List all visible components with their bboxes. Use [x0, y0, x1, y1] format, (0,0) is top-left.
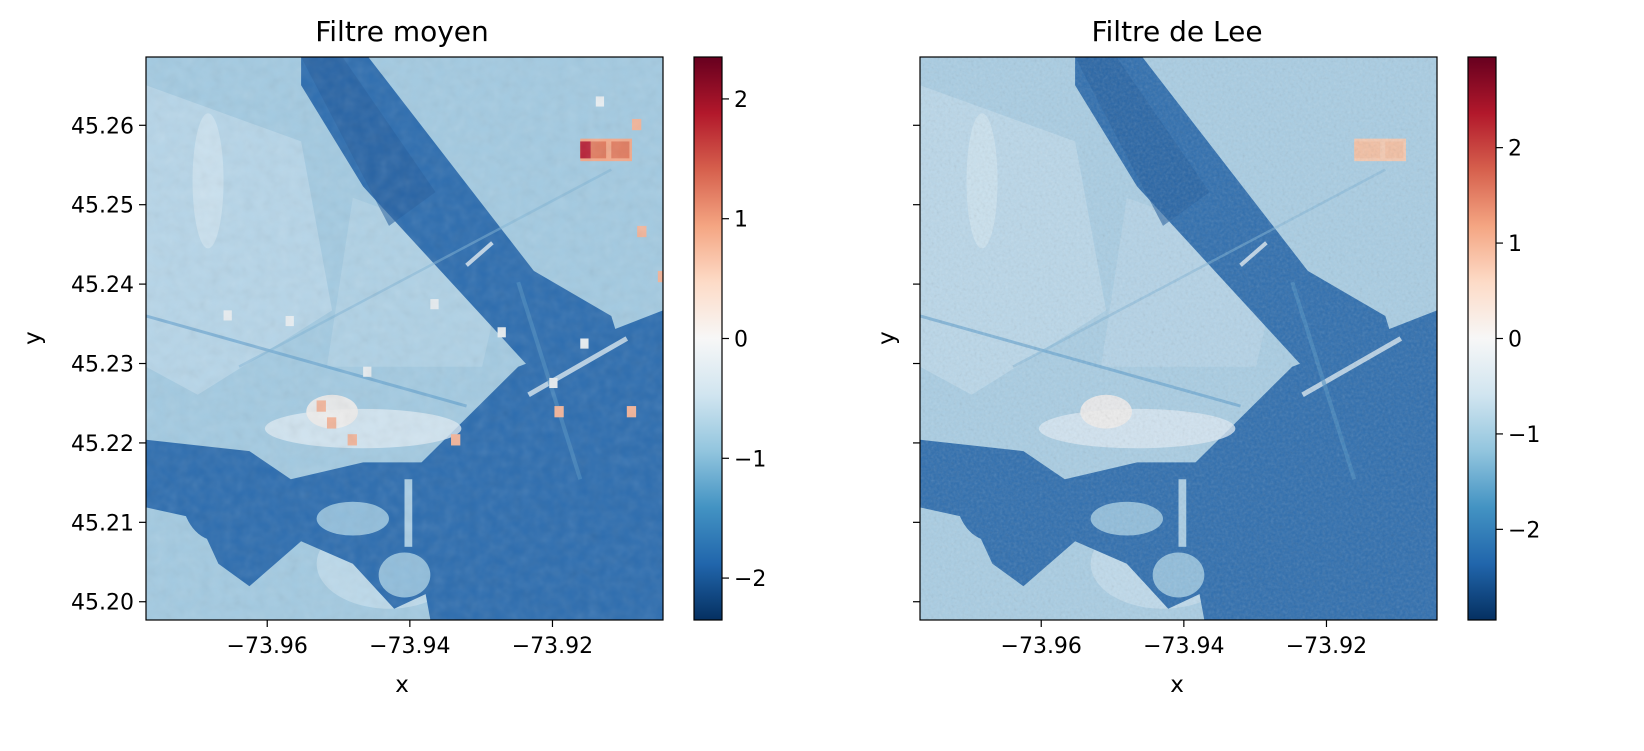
chart-title: Filtre moyen — [315, 15, 489, 48]
y-tick-label: 45.25 — [71, 194, 134, 219]
colorbar-gradient — [1467, 56, 1497, 621]
y-ticks — [913, 124, 920, 603]
y-tick-label: 45.22 — [71, 432, 134, 457]
y-axis-label: y — [874, 331, 900, 345]
colorbar-tick-label: 2 — [1508, 137, 1522, 162]
heatmap-image — [920, 57, 1437, 620]
x-ticks: −73.96 −73.94 −73.92 — [1001, 620, 1367, 659]
y-tick-label: 45.26 — [71, 114, 134, 139]
x-tick-label: −73.92 — [1286, 634, 1367, 659]
x-tick-label: −73.92 — [512, 634, 593, 659]
x-tick-label: −73.96 — [1001, 634, 1082, 659]
colorbar-tick-label: 2 — [734, 88, 748, 113]
heatmap-image — [146, 57, 663, 620]
colorbar-gradient — [693, 56, 723, 621]
chart-title: Filtre de Lee — [1091, 15, 1262, 48]
speckle-texture — [146, 57, 663, 620]
y-axis-label: y — [20, 331, 46, 345]
speckle-texture — [920, 57, 1437, 620]
colorbar-tick-label: 0 — [734, 328, 748, 353]
x-axis-label: x — [1170, 672, 1184, 698]
x-tick-label: −73.94 — [1143, 634, 1224, 659]
colorbar-tick-label: −2 — [734, 567, 766, 592]
colorbar-tick-label: −2 — [1508, 518, 1540, 543]
panel-filtre-moyen: −73.96 −73.94 −73.92 45.2045.2145.2245.234… — [20, 15, 766, 698]
y-tick-label: 45.24 — [71, 273, 134, 298]
y-tick-label: 45.20 — [71, 591, 134, 616]
x-tick-label: −73.94 — [369, 634, 450, 659]
x-axis-label: x — [395, 672, 409, 698]
x-tick-label: −73.96 — [227, 634, 308, 659]
colorbar-tick-label: −1 — [1508, 423, 1540, 448]
panel-filtre-de-lee: −73.96 −73.94 −73.92 Filtre de Lee x y −2−… — [874, 15, 1540, 698]
colorbar-tick-label: −1 — [734, 447, 766, 472]
y-tick-label: 45.21 — [71, 511, 134, 536]
x-ticks: −73.96 −73.94 −73.92 — [227, 620, 593, 659]
colorbar-tick-label: 1 — [734, 208, 748, 233]
y-ticks: 45.20 45.21 45.22 45.23 45.24 45.25 45.26 — [71, 114, 146, 616]
axes-frame — [145, 56, 664, 621]
colorbar: −2 −1 0 1 2 — [693, 56, 766, 621]
colorbar-tick-label: 0 — [1508, 328, 1522, 353]
colorbar: −2 −1 0 1 2 — [1467, 56, 1540, 621]
y-tick-label: 45.23 — [71, 353, 134, 378]
axes-frame — [919, 56, 1438, 621]
colorbar-tick-label: 1 — [1508, 232, 1522, 257]
